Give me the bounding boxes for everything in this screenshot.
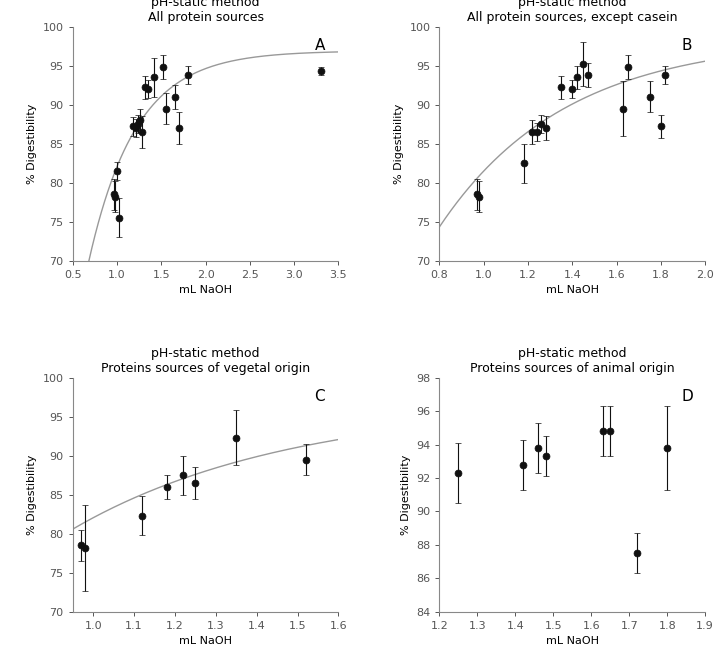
Title: pH-static method
Proteins sources of vegetal origin: pH-static method Proteins sources of veg…	[101, 347, 310, 375]
Text: C: C	[315, 390, 325, 404]
Text: D: D	[681, 390, 693, 404]
Y-axis label: % Digestibility: % Digestibility	[394, 104, 404, 184]
Y-axis label: % Digestibility: % Digestibility	[401, 455, 411, 535]
X-axis label: mL NaOH: mL NaOH	[179, 636, 232, 646]
Title: pH-static method
All protein sources: pH-static method All protein sources	[148, 0, 264, 24]
Text: A: A	[315, 39, 325, 53]
Y-axis label: % Digestibility: % Digestibility	[27, 455, 37, 535]
X-axis label: mL NaOH: mL NaOH	[546, 636, 599, 646]
X-axis label: mL NaOH: mL NaOH	[546, 285, 599, 295]
Title: pH-static method
Proteins sources of animal origin: pH-static method Proteins sources of ani…	[470, 347, 675, 375]
Title: pH-static method
All protein sources, except casein: pH-static method All protein sources, ex…	[467, 0, 678, 24]
X-axis label: mL NaOH: mL NaOH	[179, 285, 232, 295]
Y-axis label: % Digestibility: % Digestibility	[27, 104, 37, 184]
Text: B: B	[681, 39, 692, 53]
